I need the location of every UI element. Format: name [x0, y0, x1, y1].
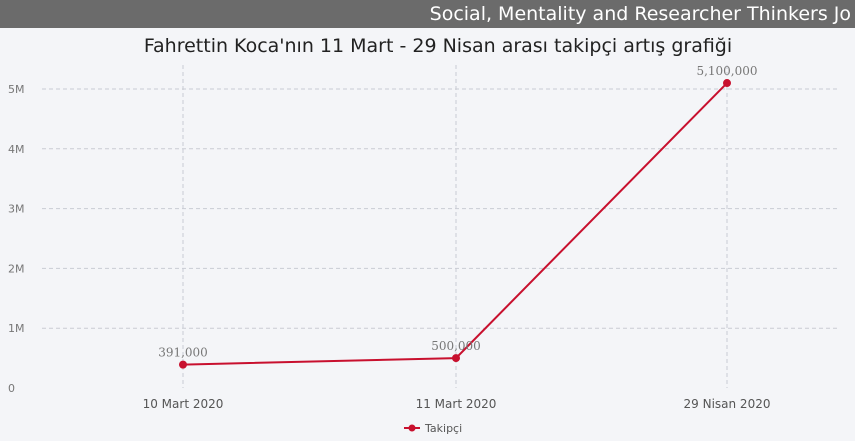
series-line	[182, 82, 728, 366]
legend: Takipçi	[404, 422, 462, 435]
data-label-1: 500,000	[431, 339, 481, 353]
y-axis: 0 1M 2M 3M 4M 5M	[8, 83, 25, 395]
journal-banner: Social, Mentality and Researcher Thinker…	[0, 0, 855, 28]
x-tick-label-0: 10 Mart 2020	[143, 397, 224, 411]
chart-title: Fahrettin Koca'nın 11 Mart - 29 Nisan ar…	[144, 35, 732, 57]
data-point-2	[723, 79, 731, 88]
data-label-0: 391,000	[158, 346, 208, 360]
y-tick-label-4: 4M	[8, 143, 25, 156]
x-axis: 10 Mart 2020 11 Mart 2020 29 Nisan 2020	[143, 397, 771, 411]
journal-banner-text: Social, Mentality and Researcher Thinker…	[429, 3, 851, 25]
y-tick-label-3: 3M	[8, 203, 25, 216]
data-point-1	[452, 354, 460, 363]
legend-marker	[408, 424, 416, 432]
y-tick-label-5: 5M	[8, 83, 25, 96]
y-tick-label-2: 2M	[8, 262, 25, 275]
x-tick-label-1: 11 Mart 2020	[416, 397, 497, 411]
grid-lines	[42, 65, 840, 388]
series-takipci: 391,000 500,000 5,100,000	[158, 64, 758, 369]
legend-label: Takipçi	[424, 422, 462, 435]
y-tick-label-0: 0	[8, 382, 15, 395]
x-tick-label-2: 29 Nisan 2020	[684, 397, 771, 411]
data-label-2: 5,100,000	[696, 64, 757, 78]
y-tick-label-1: 1M	[8, 322, 25, 335]
data-point-0	[179, 360, 187, 369]
